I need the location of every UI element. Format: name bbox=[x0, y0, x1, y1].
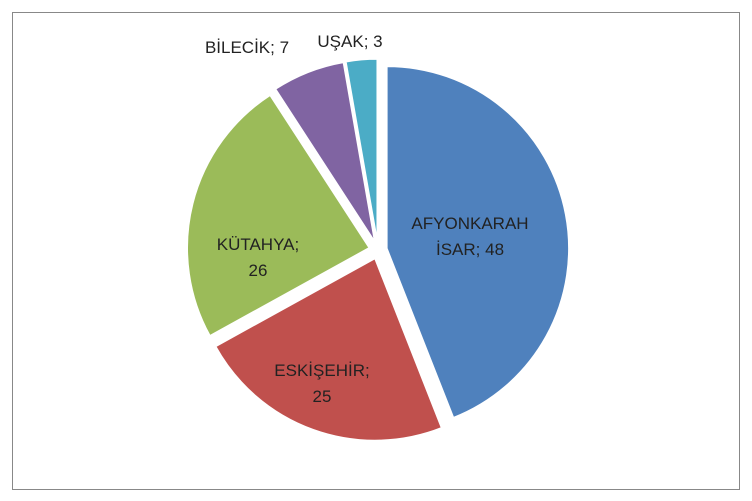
category-name: UŞAK bbox=[317, 32, 364, 51]
data-label: ESKİŞEHİR; 25 bbox=[267, 358, 377, 410]
category-name: AFYONKARAHİSAR bbox=[411, 214, 529, 259]
data-label: AFYONKARAHİSAR; 48 bbox=[410, 211, 530, 263]
value-label: 48 bbox=[485, 240, 505, 259]
data-label: UŞAK; 3 bbox=[317, 29, 382, 55]
pie-slice bbox=[386, 65, 570, 419]
pie-slice bbox=[274, 61, 376, 243]
data-label: KÜTAHYA; 26 bbox=[208, 232, 308, 284]
label-separator: ; bbox=[475, 240, 486, 259]
pie-slice bbox=[186, 94, 371, 337]
label-separator: ; bbox=[294, 235, 300, 254]
label-separator: ; bbox=[364, 361, 370, 380]
label-separator: ; bbox=[270, 38, 280, 57]
category-name: BİLECİK bbox=[204, 38, 271, 57]
category-name: KÜTAHYA bbox=[216, 235, 295, 254]
value-label: 25 bbox=[312, 387, 332, 406]
value-label: 7 bbox=[279, 38, 290, 57]
category-name: ESKİŞEHİR bbox=[274, 361, 365, 380]
pie-slice bbox=[214, 257, 443, 442]
pie-slice bbox=[345, 58, 378, 242]
data-label: BİLECİK; 7 bbox=[205, 35, 289, 61]
value-label: 3 bbox=[373, 32, 383, 51]
value-label: 26 bbox=[248, 261, 268, 280]
label-separator: ; bbox=[363, 32, 374, 51]
